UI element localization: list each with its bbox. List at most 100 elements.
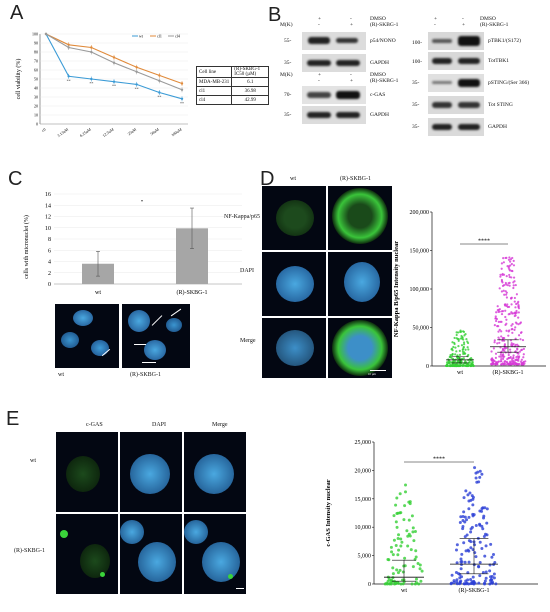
micrograph-treated xyxy=(122,304,190,368)
blot-strip xyxy=(302,54,366,72)
data-point xyxy=(505,291,508,294)
band-label: GAPDH xyxy=(370,60,389,66)
data-point xyxy=(512,312,515,315)
data-point xyxy=(480,507,484,511)
data-point xyxy=(519,331,523,335)
data-point xyxy=(504,290,507,293)
data-point xyxy=(478,561,482,565)
data-point xyxy=(512,286,515,290)
x-tick-label: wt xyxy=(457,370,463,376)
data-point xyxy=(417,582,421,586)
data-point xyxy=(500,330,503,333)
y-tick-label: 2 xyxy=(48,271,51,277)
data-point xyxy=(469,578,473,582)
data-point xyxy=(407,518,411,522)
data-point xyxy=(500,357,503,361)
data-point xyxy=(465,518,469,522)
data-point xyxy=(513,312,517,315)
data-point xyxy=(450,347,454,350)
data-point xyxy=(485,507,489,511)
data-point xyxy=(471,503,475,507)
data-point xyxy=(471,575,475,579)
sign-label: + xyxy=(318,72,322,78)
y-tick-label: 5,000 xyxy=(358,554,372,560)
table-cell: cl4 xyxy=(195,95,233,105)
data-point xyxy=(398,568,402,572)
data-point xyxy=(420,569,424,573)
y-tick-label: 30 xyxy=(34,95,38,100)
data-point xyxy=(497,320,500,323)
outlier-point xyxy=(141,200,143,202)
data-point xyxy=(461,527,465,531)
data-point xyxy=(491,580,495,584)
data-point xyxy=(504,309,507,312)
data-point xyxy=(445,361,449,364)
data-point xyxy=(510,296,513,300)
data-point xyxy=(496,305,499,308)
data-point xyxy=(418,567,422,571)
data-point xyxy=(514,326,517,329)
data-point xyxy=(460,575,464,579)
significance-marker: ** xyxy=(112,84,116,89)
data-point xyxy=(499,360,502,363)
data-point xyxy=(469,530,473,534)
ic50-table: Cell line (R)-SKBG-1 IC50 (µM) MDA-MB-23… xyxy=(195,66,270,105)
data-point xyxy=(465,364,468,367)
marker-header: M(K) xyxy=(280,22,293,28)
y-tick-label: 20,000 xyxy=(355,468,372,474)
data-point xyxy=(450,573,454,577)
data-point xyxy=(397,533,401,537)
data-point xyxy=(392,514,396,518)
panel-e-scatter-chart: 0 5,000 10,000 15,000 20,000 25,000 c-GAS Inte… xyxy=(325,440,538,594)
sign-label: + xyxy=(462,22,466,28)
band-label: c-GAS xyxy=(370,92,386,98)
y-tick-label: 8 xyxy=(48,237,51,243)
data-point xyxy=(449,353,452,357)
nfkb-treated-image xyxy=(328,186,392,250)
data-point xyxy=(394,520,398,524)
marker-label: 35- xyxy=(284,60,292,66)
row-label: wt xyxy=(30,458,36,464)
data-point xyxy=(470,581,474,585)
data-point xyxy=(395,568,399,572)
data-point xyxy=(454,364,457,368)
data-point xyxy=(386,557,390,561)
data-point xyxy=(462,541,466,545)
data-point xyxy=(501,310,505,313)
data-point xyxy=(456,337,459,341)
merge-treated-e-image xyxy=(184,514,246,594)
data-point xyxy=(508,329,511,332)
data-point xyxy=(448,355,451,359)
x-tick-label: 12.5uM xyxy=(101,126,115,138)
data-point xyxy=(510,324,513,327)
data-point xyxy=(458,353,462,356)
y-tick-label: 20 xyxy=(34,104,38,109)
data-point xyxy=(457,360,460,363)
significance-marker: ** xyxy=(135,86,139,91)
data-point xyxy=(461,514,465,518)
x-tick-label: 6.25uM xyxy=(79,126,93,138)
column-label: wt xyxy=(290,176,296,182)
data-point xyxy=(499,355,503,358)
dapi-treated-image xyxy=(328,252,392,316)
table-header-cell: Cell line xyxy=(195,66,233,78)
data-point xyxy=(497,330,500,333)
data-point xyxy=(385,582,389,586)
data-point xyxy=(460,330,463,333)
data-point xyxy=(490,555,494,559)
data-point xyxy=(395,496,399,500)
data-point xyxy=(404,490,408,494)
data-point xyxy=(468,361,471,364)
data-point xyxy=(506,303,509,306)
data-point xyxy=(483,532,487,536)
data-point xyxy=(466,548,470,552)
data-point xyxy=(500,262,504,265)
marker-label: 100- xyxy=(412,40,423,46)
data-point xyxy=(389,545,393,549)
y-axis-label: c-GAS Intensity nuclear xyxy=(325,479,332,546)
data-point xyxy=(466,346,469,349)
data-point xyxy=(470,525,474,529)
data-point xyxy=(391,553,395,557)
data-point xyxy=(402,518,406,522)
data-point xyxy=(519,321,523,324)
